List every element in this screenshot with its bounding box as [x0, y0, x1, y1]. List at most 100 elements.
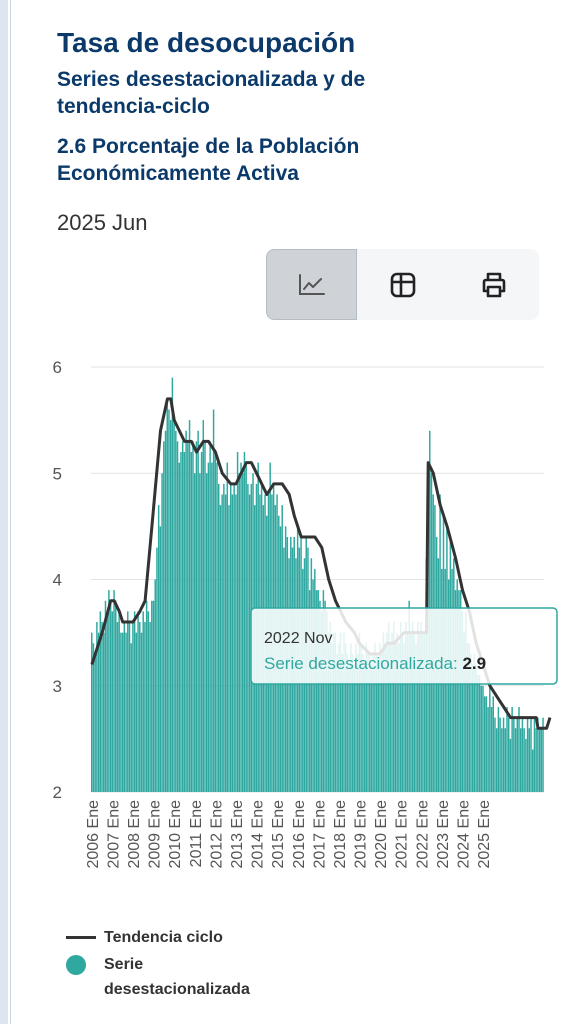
data-bar	[422, 632, 424, 792]
x-tick-label: 2025 Ene	[476, 800, 493, 869]
data-bar	[224, 494, 227, 792]
data-bar	[485, 696, 488, 792]
data-bar	[204, 441, 206, 792]
data-bar	[238, 473, 241, 792]
x-tick-label: 2013 Ene	[229, 800, 246, 869]
data-bar	[461, 611, 464, 792]
data-bar	[480, 685, 482, 792]
data-bar	[377, 664, 380, 792]
data-bar	[504, 728, 507, 792]
data-bar	[389, 643, 392, 792]
data-bar	[101, 622, 103, 792]
data-bar	[403, 643, 405, 792]
data-bar	[365, 643, 368, 792]
print-button[interactable]	[448, 249, 539, 320]
legend-line-swatch	[66, 936, 96, 939]
data-bar	[356, 653, 359, 792]
data-bar	[164, 430, 167, 792]
data-bar	[470, 653, 472, 792]
data-bar	[137, 611, 139, 792]
tooltip-box	[250, 607, 558, 685]
data-bar	[372, 653, 374, 792]
data-bar	[482, 685, 484, 792]
data-bar	[113, 590, 115, 792]
data-bar	[312, 579, 314, 792]
x-tick-label: 2009 Ene	[147, 800, 164, 869]
data-bar	[362, 653, 364, 792]
data-bar	[473, 653, 476, 792]
data-bar	[236, 452, 239, 792]
data-bar	[219, 505, 222, 792]
data-bar	[463, 632, 465, 792]
legend-item-series[interactable]: Serie desestacionalizada	[66, 952, 366, 1002]
data-bar	[490, 707, 493, 792]
data-bar	[492, 696, 494, 792]
data-bar	[344, 643, 347, 792]
data-bar	[382, 632, 385, 792]
data-bar	[200, 452, 203, 792]
line-chart-button[interactable]	[266, 249, 357, 320]
data-bar	[320, 611, 323, 792]
data-bar	[456, 579, 458, 792]
data-bar	[521, 717, 524, 792]
data-bar	[322, 590, 325, 792]
data-bar	[379, 643, 381, 792]
data-bar	[181, 441, 184, 792]
data-bar	[535, 728, 537, 792]
data-bar	[374, 643, 376, 792]
data-bar	[192, 441, 194, 792]
x-tick-label: 2007 Ene	[105, 800, 122, 869]
data-bar	[151, 600, 153, 792]
y-axis-ticks: 2 3 4 5 6	[53, 358, 62, 802]
data-bar	[327, 632, 330, 792]
data-bar	[166, 398, 168, 792]
data-bar	[396, 632, 398, 792]
data-bar	[193, 473, 196, 792]
data-bar	[415, 643, 417, 792]
data-bar	[221, 494, 223, 792]
data-bar	[499, 717, 501, 792]
x-tick-label: 2022 Ene	[414, 800, 431, 869]
data-bar	[398, 643, 400, 792]
left-border-line	[10, 0, 11, 1024]
data-bar	[149, 622, 151, 792]
data-bar	[116, 622, 119, 792]
data-bar	[420, 622, 422, 792]
data-bar	[326, 611, 328, 792]
data-bar	[413, 632, 416, 792]
legend-item-trend[interactable]: Tendencia ciclo	[66, 926, 366, 950]
data-bar	[360, 643, 362, 792]
data-bar	[502, 717, 505, 792]
data-bar	[507, 717, 510, 792]
data-bar	[217, 483, 220, 792]
legend-dot-swatch	[66, 955, 86, 975]
data-bar	[319, 600, 321, 792]
x-tick-label: 2021 Ene	[394, 800, 411, 869]
data-bar	[526, 717, 529, 792]
data-bar	[132, 622, 134, 792]
data-bar	[387, 622, 390, 792]
data-bar	[111, 611, 114, 792]
data-bar	[401, 632, 404, 792]
data-bar	[187, 441, 189, 792]
data-bar	[531, 749, 534, 792]
x-tick-label: 2011 Ene	[188, 800, 205, 867]
data-bar	[468, 643, 470, 792]
data-bar	[163, 441, 165, 792]
data-bar	[145, 600, 148, 792]
data-bar	[538, 728, 541, 792]
data-bar	[331, 643, 333, 792]
data-bar	[509, 738, 512, 792]
data-bar	[245, 462, 247, 792]
data-bar	[363, 664, 366, 792]
table-button[interactable]	[357, 249, 448, 320]
data-bar	[410, 632, 412, 792]
data-bar	[240, 462, 242, 792]
data-bar	[406, 632, 409, 792]
data-bar	[447, 579, 450, 792]
data-bar	[458, 590, 460, 792]
data-bar	[417, 622, 419, 792]
data-bar	[375, 653, 378, 792]
data-bar	[343, 632, 345, 792]
